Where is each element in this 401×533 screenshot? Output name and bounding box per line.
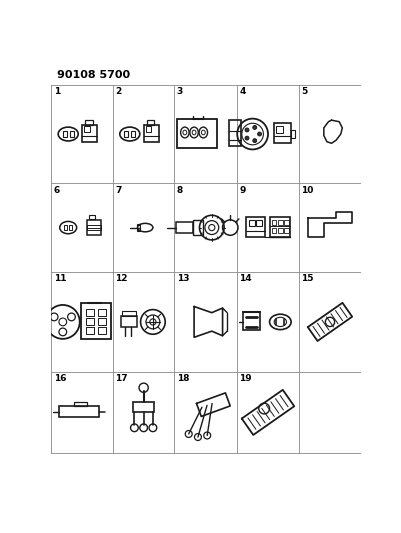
- Text: 2: 2: [115, 87, 121, 96]
- Bar: [131, 131, 135, 137]
- Bar: [86, 327, 93, 334]
- Bar: [86, 318, 93, 325]
- Circle shape: [257, 132, 261, 136]
- Bar: [98, 309, 105, 316]
- Bar: [193, 220, 202, 235]
- Bar: [63, 131, 67, 137]
- Bar: [271, 220, 276, 225]
- Bar: [143, 125, 159, 142]
- Bar: [120, 316, 137, 327]
- Bar: [59, 406, 99, 417]
- Bar: [228, 120, 241, 147]
- Text: 16: 16: [53, 374, 66, 383]
- Bar: [146, 120, 154, 125]
- Bar: [69, 131, 73, 137]
- Bar: [64, 225, 67, 230]
- Bar: [277, 228, 282, 233]
- Bar: [69, 225, 72, 230]
- Bar: [271, 228, 276, 233]
- Text: 15: 15: [301, 274, 313, 283]
- Bar: [98, 318, 105, 325]
- Bar: [86, 309, 93, 316]
- Bar: [284, 228, 288, 233]
- Bar: [124, 131, 128, 137]
- Bar: [248, 220, 254, 226]
- Text: 5: 5: [301, 87, 307, 96]
- Circle shape: [252, 139, 256, 142]
- Text: 90108 5700: 90108 5700: [57, 70, 130, 80]
- Circle shape: [252, 125, 256, 130]
- Text: 1: 1: [53, 87, 60, 96]
- Text: 9: 9: [239, 185, 245, 195]
- Circle shape: [245, 128, 248, 132]
- Bar: [273, 123, 290, 143]
- Text: 12: 12: [115, 274, 128, 283]
- Bar: [243, 312, 260, 330]
- Text: 7: 7: [115, 185, 121, 195]
- Bar: [87, 220, 100, 235]
- Bar: [82, 125, 97, 142]
- Bar: [122, 311, 136, 316]
- Text: 4: 4: [239, 87, 245, 96]
- Bar: [277, 220, 282, 225]
- Bar: [85, 120, 93, 125]
- Bar: [81, 303, 110, 339]
- Bar: [87, 224, 100, 230]
- Text: 18: 18: [176, 374, 189, 383]
- Bar: [74, 402, 87, 406]
- Bar: [84, 126, 89, 133]
- Bar: [177, 119, 217, 148]
- Text: 11: 11: [53, 274, 66, 283]
- Bar: [146, 126, 151, 133]
- Bar: [284, 220, 288, 225]
- Bar: [133, 401, 154, 413]
- Bar: [276, 126, 283, 133]
- Bar: [269, 217, 289, 237]
- Text: 17: 17: [115, 374, 128, 383]
- Bar: [176, 222, 193, 233]
- Text: 19: 19: [239, 374, 251, 383]
- Text: 10: 10: [301, 185, 313, 195]
- Bar: [89, 215, 95, 219]
- Text: 6: 6: [53, 185, 60, 195]
- Bar: [246, 217, 264, 237]
- Bar: [98, 327, 105, 334]
- Bar: [137, 224, 140, 231]
- Text: 13: 13: [176, 274, 189, 283]
- Bar: [256, 220, 261, 226]
- Text: 3: 3: [176, 87, 182, 96]
- Text: 14: 14: [239, 274, 251, 283]
- Circle shape: [245, 136, 248, 140]
- Bar: [290, 130, 294, 138]
- Text: 8: 8: [176, 185, 182, 195]
